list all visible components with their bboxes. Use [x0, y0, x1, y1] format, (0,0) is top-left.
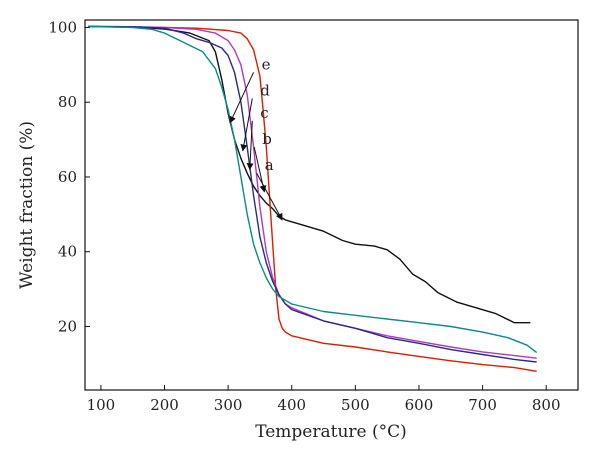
x-axis-title: Temperature (°C): [255, 422, 407, 442]
x-tick-label: 500: [341, 396, 370, 414]
x-tick-label: 600: [405, 396, 434, 414]
annotation-label-b: b: [262, 130, 272, 148]
y-tick-label: 40: [58, 243, 77, 261]
series-line-d: [88, 25, 537, 363]
annotation-label-c: c: [260, 104, 268, 122]
plot-frame: [84, 19, 579, 391]
x-axis-ticks: 100 200 300 400 500 600 700 800: [87, 385, 561, 414]
annotation-arrow-a: [256, 172, 283, 221]
annotation-label-e: e: [262, 55, 271, 73]
y-tick-label: 80: [58, 93, 77, 111]
y-tick-label: 60: [58, 168, 77, 186]
y-tick-label: 100: [48, 18, 77, 36]
series-lines: [88, 25, 538, 372]
annotation-arrow-e: [229, 72, 255, 124]
x-tick-label: 200: [150, 396, 179, 414]
annotation-arrow-c: [246, 120, 254, 171]
y-axis-ticks: 20 40 60 80 100: [48, 18, 90, 335]
x-tick-label: 700: [468, 396, 497, 414]
series-line-a: [88, 25, 531, 324]
y-axis-title: Weight fraction (%): [17, 121, 37, 289]
annotation-arrow-d: [240, 98, 253, 152]
x-tick-label: 400: [277, 396, 306, 414]
y-tick-label: 20: [58, 317, 77, 335]
annotation-label-d: d: [260, 81, 270, 99]
annotation-label-a: a: [265, 156, 274, 174]
series-line-b: [88, 25, 537, 372]
x-tick-label: 100: [87, 396, 116, 414]
series-line-c: [88, 25, 537, 359]
x-tick-label: 800: [532, 396, 561, 414]
x-tick-label: 300: [214, 396, 243, 414]
series-line-e: [88, 25, 538, 354]
